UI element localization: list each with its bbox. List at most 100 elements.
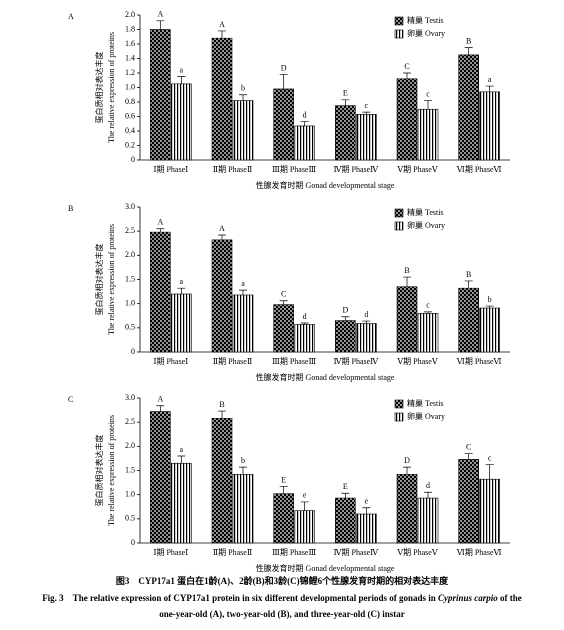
significance-letter: D	[342, 306, 348, 315]
error-bar	[239, 94, 247, 101]
significance-letter: E	[343, 89, 348, 98]
error-bar	[485, 85, 494, 92]
significance-letter: c	[426, 89, 430, 98]
panel-label: C	[68, 395, 73, 404]
y-tick-label: 0	[131, 347, 135, 356]
bar	[479, 307, 500, 353]
bar	[211, 417, 233, 544]
error-bar	[218, 30, 226, 39]
significance-letter: B	[404, 266, 409, 275]
y-tick-label: 3.0	[125, 393, 135, 402]
panel-label: B	[68, 204, 73, 213]
y-tick-label: 2.5	[125, 417, 135, 426]
legend-label: 精巢 Testis	[407, 207, 444, 217]
y-axis-label: 蛋白质相对表达丰度	[94, 244, 104, 316]
x-axis-label: 性腺发育时期 Gonad developmental stage	[256, 563, 395, 573]
y-tick-label: 1.2	[125, 68, 135, 77]
legend-label: 卵巢 Ovary	[407, 220, 445, 230]
error-bar	[156, 20, 165, 30]
significance-letter: c	[488, 454, 492, 463]
error-bar	[177, 287, 186, 294]
y-tick-label: 2.0	[125, 441, 135, 450]
x-tick-label: Ⅲ期 PhaseⅢ	[272, 165, 316, 174]
bar	[335, 320, 356, 353]
x-tick-label: Ⅴ期 PhaseⅤ	[396, 548, 437, 557]
bar	[150, 231, 171, 353]
legend-label: 精巢 Testis	[407, 15, 444, 25]
caption-en-line2: one-year-old (A), two-year-old (B), and …	[159, 609, 405, 619]
y-tick-label: 1.5	[125, 465, 135, 474]
x-tick-label: Ⅰ期 PhaseⅠ	[153, 357, 188, 366]
bar	[335, 497, 356, 544]
bar	[396, 474, 418, 544]
bar	[211, 239, 233, 353]
caption-part: Fig. 3 The relative expression of CYP17a…	[42, 593, 438, 603]
y-tick-label: 1.0	[125, 298, 135, 307]
y-tick-label: 0.5	[125, 323, 135, 332]
bar	[211, 37, 233, 161]
bar	[479, 91, 500, 161]
bar	[273, 493, 294, 544]
x-tick-label: Ⅵ期 PhaseⅥ	[456, 548, 502, 557]
significance-letter: e	[303, 491, 307, 500]
panel-label: A	[68, 12, 74, 21]
significance-letter: a	[488, 75, 492, 84]
x-tick-label: Ⅴ期 PhaseⅤ	[396, 357, 437, 366]
legend-swatch	[394, 208, 404, 218]
legend-swatch	[394, 29, 404, 39]
y-tick-label: 1.0	[125, 82, 135, 91]
error-bar	[300, 501, 309, 511]
legend-label: 精巢 Testis	[407, 398, 444, 408]
x-tick-label: Ⅵ期 PhaseⅥ	[456, 357, 502, 366]
error-bar	[424, 100, 432, 110]
y-tick-label: 1.6	[125, 39, 135, 48]
bar	[417, 108, 439, 161]
error-bar	[279, 74, 288, 89]
significance-letter: b	[241, 456, 245, 465]
significance-letter: b	[241, 84, 245, 93]
legend-swatch	[394, 412, 404, 422]
bar	[356, 323, 377, 353]
significance-letter: a	[180, 445, 184, 454]
significance-letter: B	[219, 400, 224, 409]
bar	[273, 88, 294, 161]
x-tick-label: Ⅳ期 PhaseⅣ	[334, 357, 380, 366]
error-bar	[403, 72, 411, 79]
significance-letter: d	[364, 310, 368, 319]
bar	[150, 29, 171, 161]
y-axis-label-en: The relative expression of proteins	[107, 415, 116, 526]
error-bar	[279, 486, 288, 494]
x-tick-label: Ⅳ期 PhaseⅣ	[334, 165, 380, 174]
error-bar	[362, 507, 371, 514]
significance-letter: C	[404, 62, 409, 71]
bar	[396, 78, 418, 161]
bar	[417, 497, 439, 544]
bar	[294, 324, 315, 353]
bar	[232, 474, 254, 544]
error-bar	[218, 234, 226, 240]
bar	[232, 294, 254, 353]
bar	[150, 411, 171, 544]
error-bar	[424, 311, 432, 314]
x-axis-label: 性腺发育时期 Gonad developmental stage	[256, 180, 395, 190]
y-tick-label: 0.4	[125, 126, 135, 135]
bar	[171, 83, 192, 161]
x-tick-label: Ⅱ期 PhaseⅡ	[213, 548, 253, 557]
y-axis-label-en: The relative expression of proteins	[107, 224, 116, 335]
significance-letter: C	[281, 290, 286, 299]
y-tick-label: 0	[131, 155, 135, 164]
significance-letter: c	[365, 101, 369, 110]
x-axis-label: 性腺发育时期 Gonad developmental stage	[256, 372, 395, 382]
error-bar	[239, 466, 247, 475]
bar	[294, 125, 315, 161]
bar	[335, 105, 356, 161]
significance-letter: a	[180, 65, 184, 74]
bar	[294, 510, 315, 544]
significance-letter: A	[219, 224, 225, 233]
error-bar	[156, 228, 165, 233]
error-bar	[464, 280, 473, 289]
error-bar	[177, 455, 186, 464]
bar	[458, 54, 479, 161]
y-axis-label: 蛋白质相对表达丰度	[94, 52, 104, 124]
